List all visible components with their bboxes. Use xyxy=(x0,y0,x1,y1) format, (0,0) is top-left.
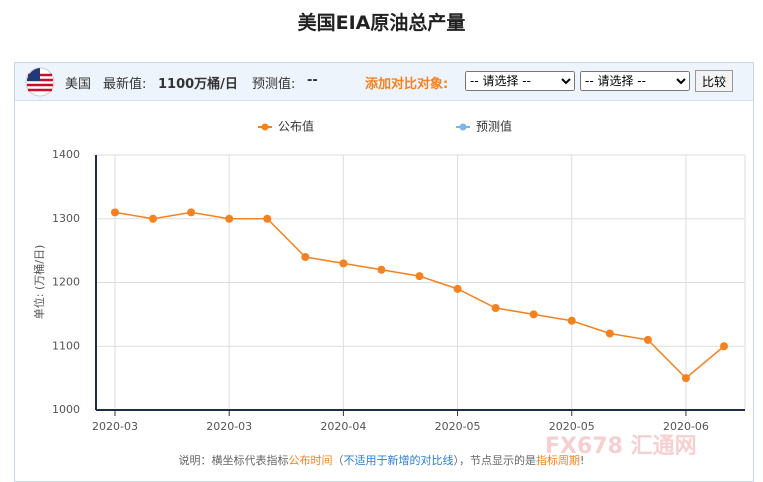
flag xyxy=(25,67,55,97)
x-tick-label: 2020-06 xyxy=(663,420,709,433)
country: 美国 xyxy=(65,77,92,92)
legend-label: 预测值 xyxy=(476,119,512,134)
header-bar: 美国 最新值: 1100万桶/日 预测值: -- 添加对比对象: -- 请选择 … xyxy=(15,63,753,101)
x-tick-label: 2020-05 xyxy=(549,420,595,433)
footnote: 说明：横坐标代表指标公布时间（不适用于新增的对比线），节点显示的是指标周期! xyxy=(0,452,763,468)
x-tick-label: 2020-03 xyxy=(92,420,138,433)
data-point xyxy=(111,208,119,217)
compare-label: 添加对比对象: xyxy=(365,77,449,92)
legend-swatch xyxy=(261,123,269,131)
data-point xyxy=(491,304,500,312)
x-tick-label: 2020-03 xyxy=(206,420,252,433)
data-point xyxy=(187,208,196,217)
footnote-part: （ xyxy=(332,454,344,467)
data-point xyxy=(377,265,386,274)
legend-label: 公布值 xyxy=(278,119,314,134)
data-point xyxy=(415,272,424,281)
watermark: FX678 汇通网 xyxy=(545,434,697,459)
compare-select[interactable]: -- 请选择 -- xyxy=(465,71,575,91)
y-tick-label: 1400 xyxy=(52,148,80,161)
footnote-part: ! xyxy=(580,454,585,467)
footnote-part: 公布时间 xyxy=(288,454,333,467)
x-tick-label: 2020-04 xyxy=(320,420,366,433)
data-point xyxy=(225,214,234,223)
data-point xyxy=(567,316,576,325)
footnote-part: ），节点显示的是 xyxy=(453,454,537,467)
chart: 单位: (万桶/日) 1000 1100 1200 1300 1400 2020-03 20… xyxy=(32,119,746,433)
data-point xyxy=(263,214,272,223)
data-point xyxy=(605,329,614,338)
data-point xyxy=(301,253,310,261)
x-tick-label: 2020-05 xyxy=(435,420,481,433)
latest-label: 最新值: xyxy=(103,77,147,92)
data-point xyxy=(453,284,462,293)
y-tick-label: 1200 xyxy=(52,276,80,289)
data-point xyxy=(339,259,348,268)
data-point xyxy=(149,214,158,223)
footnote-part: 不适用于新增的对比线 xyxy=(343,454,454,467)
compare-button[interactable]: 比较 xyxy=(695,70,734,92)
compare-select[interactable]: -- 请选择 -- xyxy=(580,71,690,91)
y-tick-label: 1300 xyxy=(52,212,80,225)
y-tick-label: 1100 xyxy=(52,339,80,352)
forecast-value: -- xyxy=(307,73,318,88)
y-axis-label: 单位: (万桶/日) xyxy=(32,245,46,320)
legend-swatch xyxy=(459,123,467,131)
page-title: 美国EIA原油总产量 xyxy=(297,12,466,34)
series-line xyxy=(114,211,725,380)
data-point xyxy=(643,335,652,344)
latest-value: 1100万桶/日 xyxy=(158,77,238,92)
data-point xyxy=(720,342,728,351)
footnote-part: 说明：横坐标代表指标 xyxy=(178,454,289,467)
data-point xyxy=(529,310,538,319)
y-tick-label: 1000 xyxy=(52,403,80,416)
footnote-part: 指标周期 xyxy=(536,454,581,467)
forecast-label: 预测值: xyxy=(252,77,296,92)
data-point xyxy=(681,374,690,383)
